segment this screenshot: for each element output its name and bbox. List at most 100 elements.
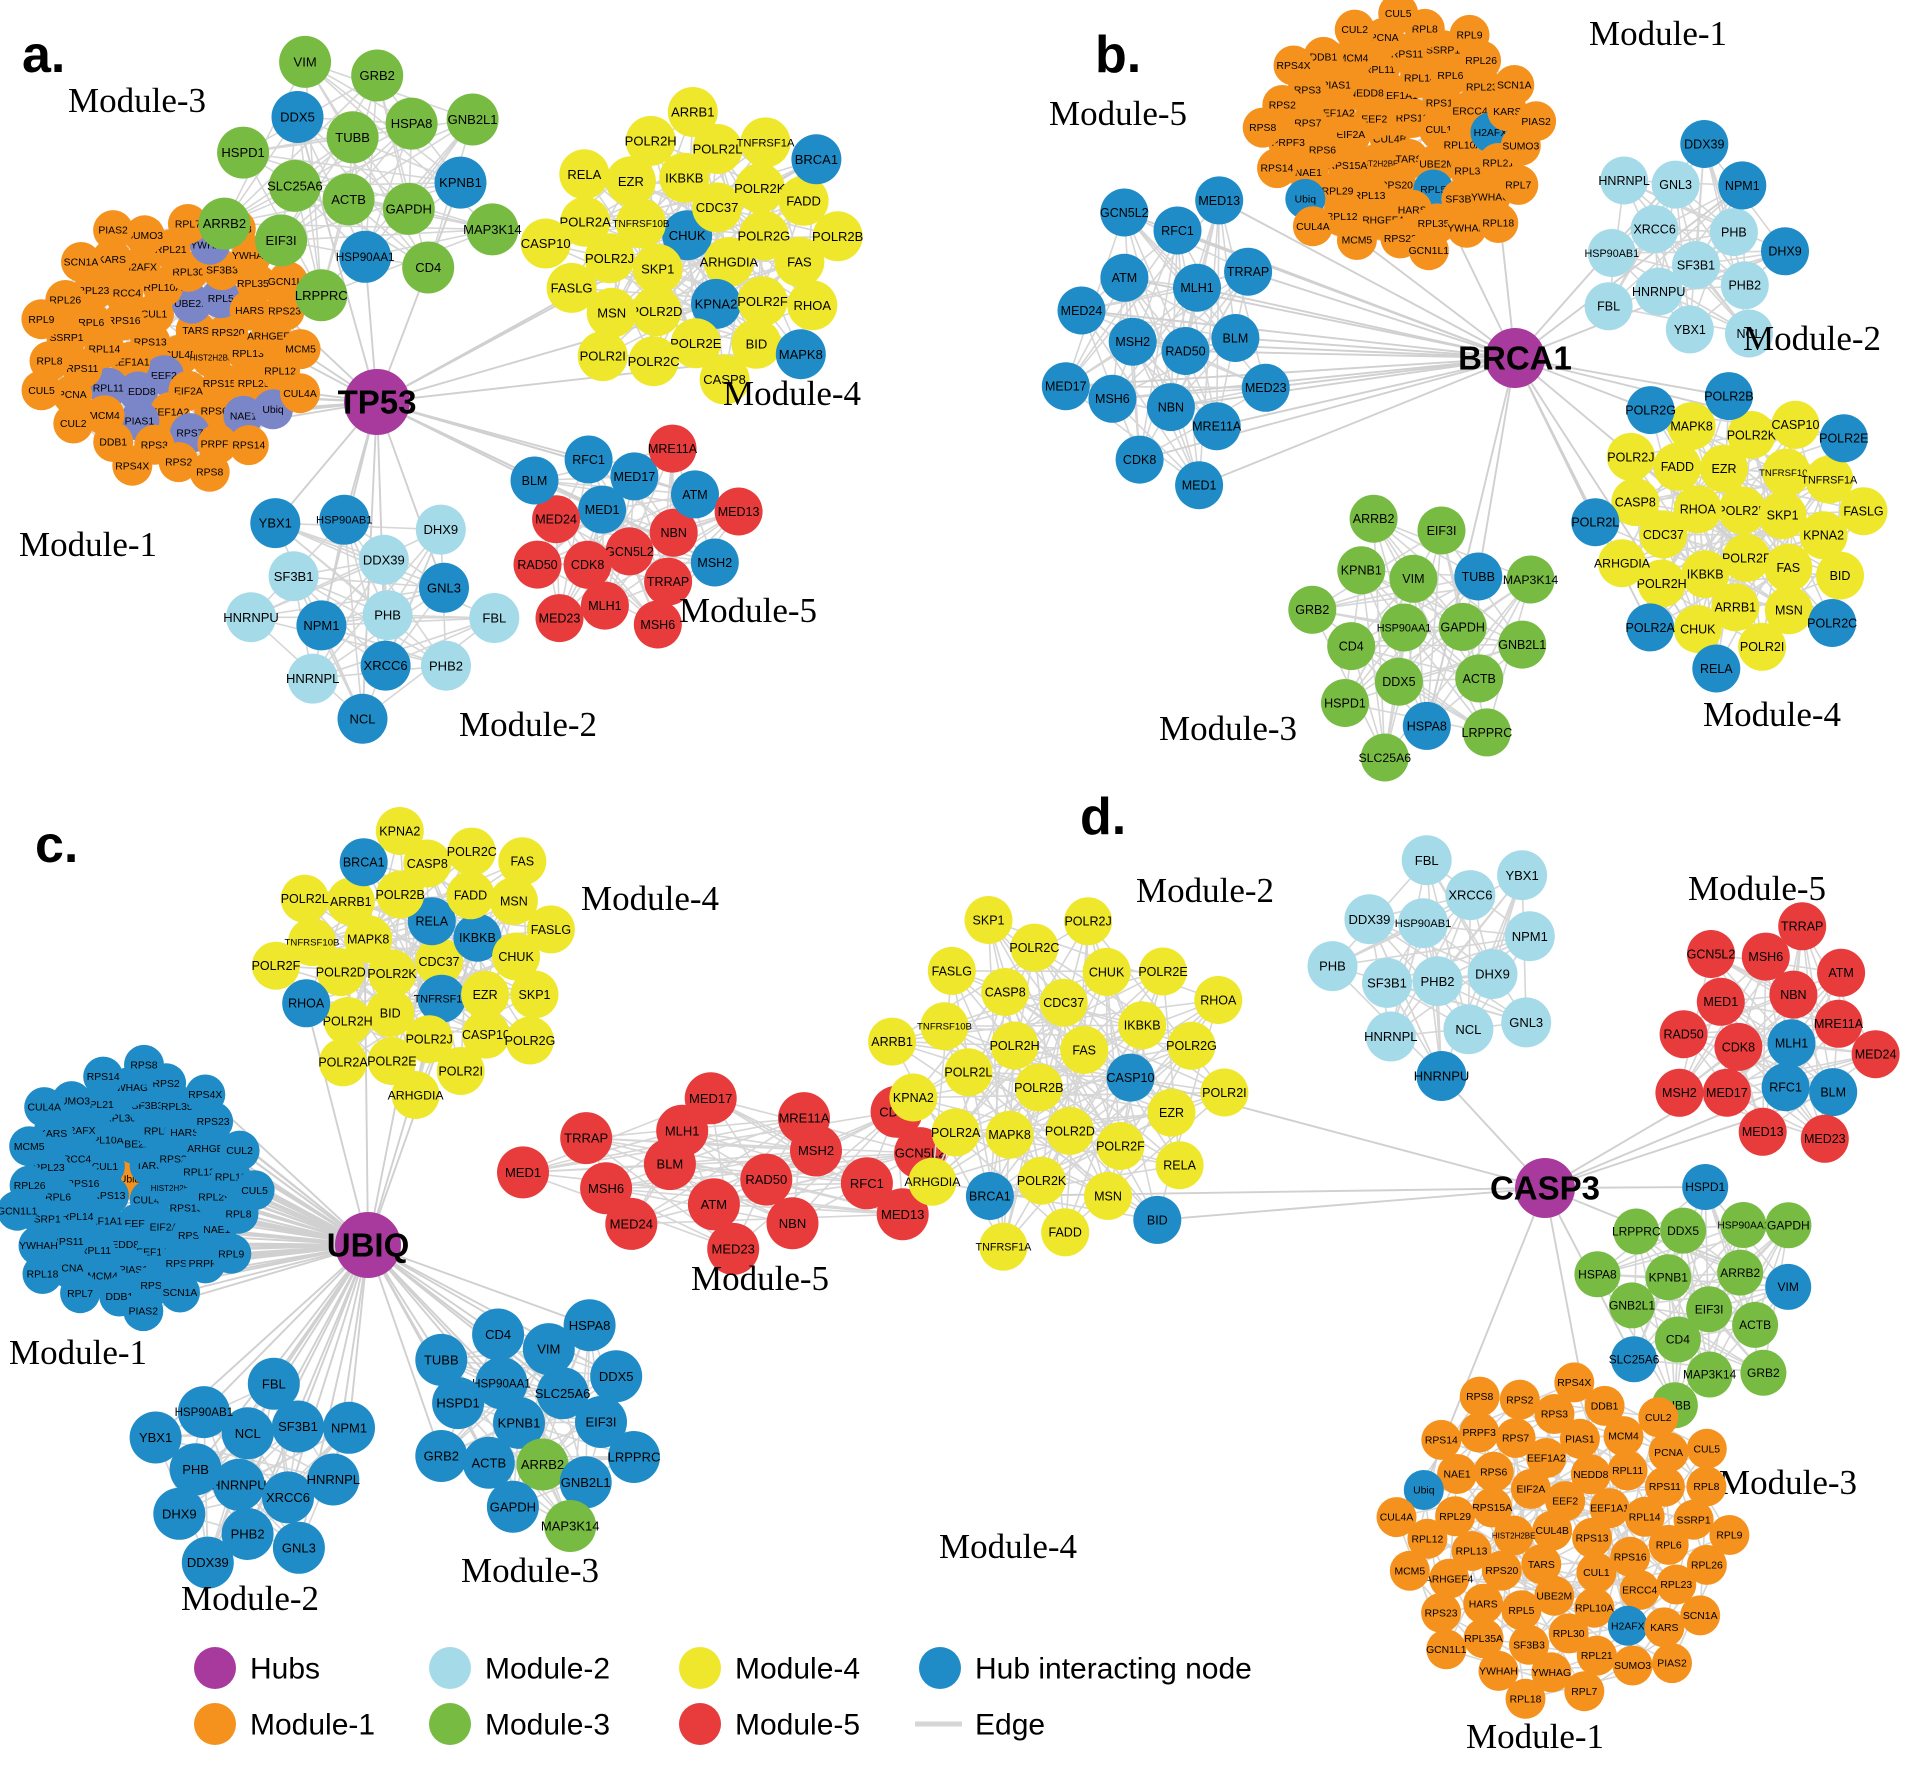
- node-FBL: [1584, 282, 1633, 331]
- node-label-RPL13: RPL13: [1354, 191, 1386, 202]
- node-label-RPL29: RPL29: [1322, 186, 1354, 197]
- node-MED24: [1057, 286, 1106, 335]
- node-RELA: [407, 897, 456, 946]
- node-label-POLR2C: POLR2C: [1807, 616, 1857, 630]
- node-BRCA1: [965, 1172, 1014, 1220]
- node-label-MSH6: MSH6: [1095, 392, 1130, 406]
- node-label-RPL14: RPL14: [1629, 1512, 1661, 1523]
- node-label-MRE11A: MRE11A: [778, 1111, 829, 1126]
- node-label-TRRAP: TRRAP: [564, 1131, 608, 1146]
- node-label-RHOA: RHOA: [794, 298, 832, 313]
- node-label-CUL1: CUL1: [1426, 125, 1453, 136]
- node-MED23: [707, 1222, 760, 1275]
- node-CHUK: [1082, 947, 1131, 996]
- node-label-RPS3: RPS3: [1294, 86, 1321, 97]
- module-label-d-Module-5: Module-5: [1688, 869, 1826, 908]
- node-label-MLH1: MLH1: [588, 599, 621, 613]
- node-label-RPS20: RPS20: [1380, 181, 1413, 192]
- node-ATM: [1100, 253, 1149, 302]
- node-label-SUMO3: SUMO3: [126, 231, 163, 242]
- node-H2AFX: [1607, 1605, 1648, 1646]
- node-CDC37: [1039, 978, 1088, 1027]
- node-SF3B1: [1362, 957, 1412, 1008]
- node-label-RPL7: RPL7: [67, 1289, 93, 1300]
- node-label-EIF3I: EIF3I: [1695, 1302, 1724, 1316]
- node-MSN: [1764, 586, 1813, 635]
- module-label-c-Module-1: Module-1: [9, 1333, 147, 1372]
- node-label-TNFRSF10B: TNFRSF10B: [917, 1022, 972, 1033]
- node-CUL4A: [280, 373, 320, 414]
- node-label-HSPD1: HSPD1: [1685, 1180, 1725, 1194]
- nodes-d-Module-4: POLR2B FAS POLR2D POLR2H CASP10 MAPK8 CDC37 POL…: [868, 896, 1249, 1271]
- node-SUMO3: [1612, 1645, 1653, 1686]
- node-label-POLR2L: POLR2L: [693, 142, 743, 157]
- node-RHOA: [1673, 485, 1722, 534]
- node-label-RPL14: RPL14: [89, 344, 121, 355]
- node-label-CUL5: CUL5: [1385, 9, 1412, 20]
- node-label-HSPA8: HSPA8: [391, 116, 433, 131]
- node-RPS3: [1534, 1394, 1575, 1434]
- node-label-XRCC6: XRCC6: [364, 658, 408, 673]
- node-DDB1: [1584, 1385, 1625, 1426]
- node-label-HSPA8: HSPA8: [569, 1318, 611, 1333]
- node-RFC1: [564, 435, 613, 484]
- node-label-CUL1: CUL1: [1583, 1568, 1610, 1579]
- node-ACTB: [1455, 654, 1504, 703]
- node-label-RPL6: RPL6: [78, 318, 104, 329]
- node-RPS8: [1459, 1376, 1500, 1417]
- node-label-HSP90AA1: HSP90AA1: [472, 1377, 531, 1390]
- node-HSPA8: [385, 97, 438, 150]
- node-label-RPL18: RPL18: [1482, 219, 1514, 230]
- node-GNB2L1: [446, 93, 499, 146]
- node-label-LRPPRC: LRPPRC: [1612, 1225, 1661, 1239]
- node-label-SLC25A6: SLC25A6: [535, 1386, 591, 1401]
- node-MAPK8: [1667, 402, 1716, 451]
- node-ACTB: [462, 1436, 515, 1489]
- module-label-c-Module-5: Module-5: [691, 1259, 829, 1298]
- node-label-POLR2A: POLR2A: [318, 1056, 368, 1070]
- node-label-ARRB2: ARRB2: [1720, 1266, 1760, 1280]
- node-label-SSRP1: SSRP1: [1426, 46, 1460, 57]
- node-label-GCN1L1: GCN1L1: [268, 277, 309, 288]
- node-label-SKP1: SKP1: [641, 262, 674, 277]
- node-SKP1: [1758, 491, 1807, 540]
- node-label-MED13: MED13: [1198, 194, 1240, 208]
- node-label-RPS11: RPS11: [51, 1237, 83, 1248]
- node-TUBB: [415, 1333, 468, 1386]
- node-label-RPS16: RPS16: [67, 1179, 100, 1190]
- node-POLR2A: [319, 1038, 367, 1087]
- node-label-RPL18: RPL18: [1510, 1694, 1542, 1705]
- node-label-MED23: MED23: [1245, 381, 1287, 395]
- node-POLR2L: [944, 1048, 993, 1097]
- node-label-PCNA: PCNA: [54, 1264, 83, 1275]
- node-RELA: [1692, 644, 1741, 693]
- node-LRPPRC: [1613, 1208, 1660, 1255]
- node-label-EEF2: EEF2: [1552, 1497, 1578, 1508]
- node-YWHAH: [1478, 1650, 1519, 1691]
- node-label-ACTB: ACTB: [471, 1455, 506, 1470]
- node-MCM4: [1603, 1416, 1644, 1457]
- node-label-RPL10A: RPL10A: [1575, 1603, 1614, 1614]
- node-label-KARS: KARS: [39, 1129, 67, 1140]
- panel-a: CUL4B RPS13 TARS EEF2 CUL1 HIST2H2BE EEF1A1 UBE…: [19, 26, 863, 744]
- node-CUL2: [1334, 9, 1375, 50]
- node-label-POLR2H: POLR2H: [323, 1014, 373, 1028]
- node-RPL7: [60, 1273, 101, 1314]
- node-GCN1L1: [1426, 1629, 1467, 1670]
- node-POLR2J: [1064, 897, 1113, 946]
- node-HARS: [1463, 1583, 1504, 1624]
- node-label-CASP10: CASP10: [1107, 1071, 1155, 1085]
- node-NBN: [1769, 970, 1818, 1019]
- node-NEDD8: [118, 371, 159, 412]
- node-label-POLR2H: POLR2H: [990, 1039, 1040, 1053]
- nodes-c-Module-1: Ubiq CUL4B RPS13 TARS EEF2 CUL1 HIST2H2BE EEF1A…: [0, 1044, 275, 1332]
- node-label-RPS13: RPS13: [134, 337, 167, 348]
- node-label-RPS6: RPS6: [201, 406, 228, 417]
- node-MED13: [1738, 1107, 1787, 1156]
- node-label-MSN: MSN: [597, 305, 626, 320]
- node-label-POLR2B: POLR2B: [1704, 389, 1753, 403]
- node-label-RPL23: RPL23: [78, 286, 110, 297]
- node-label-RPS14: RPS14: [232, 441, 265, 452]
- node-label-KARS: KARS: [1650, 1623, 1678, 1634]
- node-POLR2J: [584, 233, 635, 284]
